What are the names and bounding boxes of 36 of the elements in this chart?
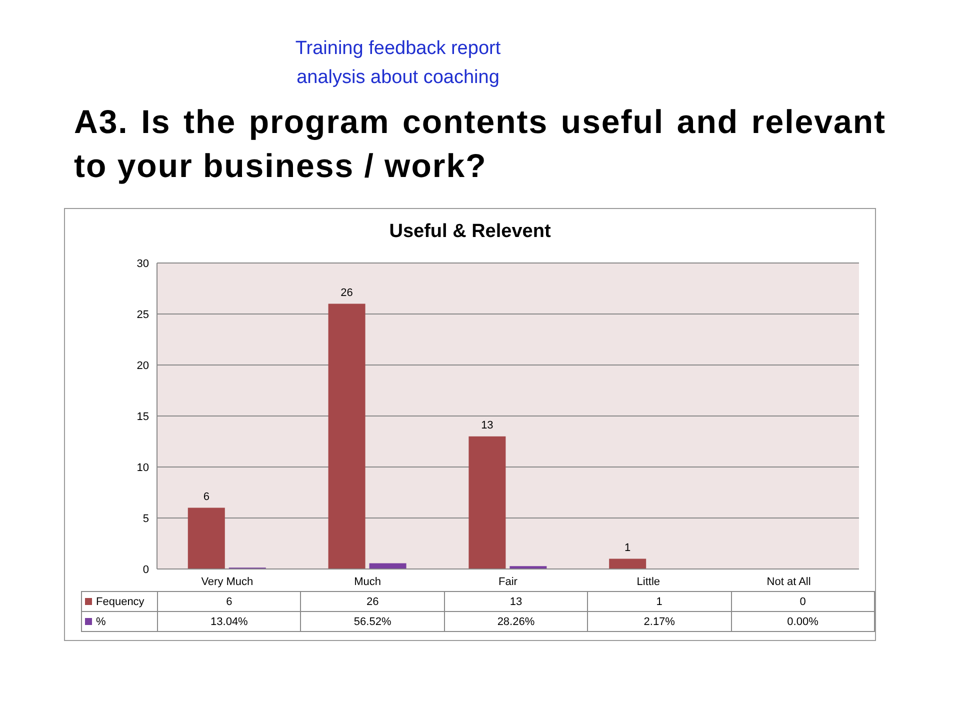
x-tick-label: Fair xyxy=(498,576,518,588)
text: 1 xyxy=(624,542,631,554)
data-label: 13.04% xyxy=(158,612,301,632)
data-label: 6 xyxy=(158,592,301,612)
x-tick-label: Much xyxy=(354,576,382,588)
y-tick-label: 10 xyxy=(136,462,149,474)
data-label: 28.26% xyxy=(444,612,588,632)
bar xyxy=(188,508,225,569)
data-label: 0.00% xyxy=(731,612,874,632)
y-tick-label: 30 xyxy=(136,258,149,270)
data-label: 2.17% xyxy=(588,612,732,632)
bar xyxy=(609,558,646,569)
data-label: 56.52% xyxy=(300,612,444,632)
data-label: 26 xyxy=(300,592,444,612)
text: 26 xyxy=(340,286,353,299)
y-tick-label: 20 xyxy=(136,360,149,372)
bar xyxy=(328,304,366,569)
y-tick-label: 25 xyxy=(136,308,149,321)
text: 13 xyxy=(481,419,494,432)
legend-label: Fequency xyxy=(82,592,158,612)
chart-title: Useful & Relevent xyxy=(388,220,552,244)
bar xyxy=(468,436,506,569)
y-tick-label: 15 xyxy=(136,410,149,423)
text: 6 xyxy=(203,490,210,503)
y-tick-label: 5 xyxy=(142,512,149,525)
x-tick-label: Not at All xyxy=(766,576,811,588)
legend-label: % xyxy=(82,612,158,632)
bar xyxy=(369,563,406,569)
chart-subtitle: A3. Is the program contents useful and relevant to your business / work? xyxy=(74,102,886,186)
x-tick-label: Very Much xyxy=(201,576,254,588)
x-tick-label: Little xyxy=(636,576,660,588)
y-tick-label: 0 xyxy=(142,564,149,576)
data-label: 1 xyxy=(588,592,732,612)
text: Training feedback report analysis about coaching xyxy=(294,37,502,90)
data-label: 0 xyxy=(731,592,874,612)
data-label: 13 xyxy=(444,592,588,612)
